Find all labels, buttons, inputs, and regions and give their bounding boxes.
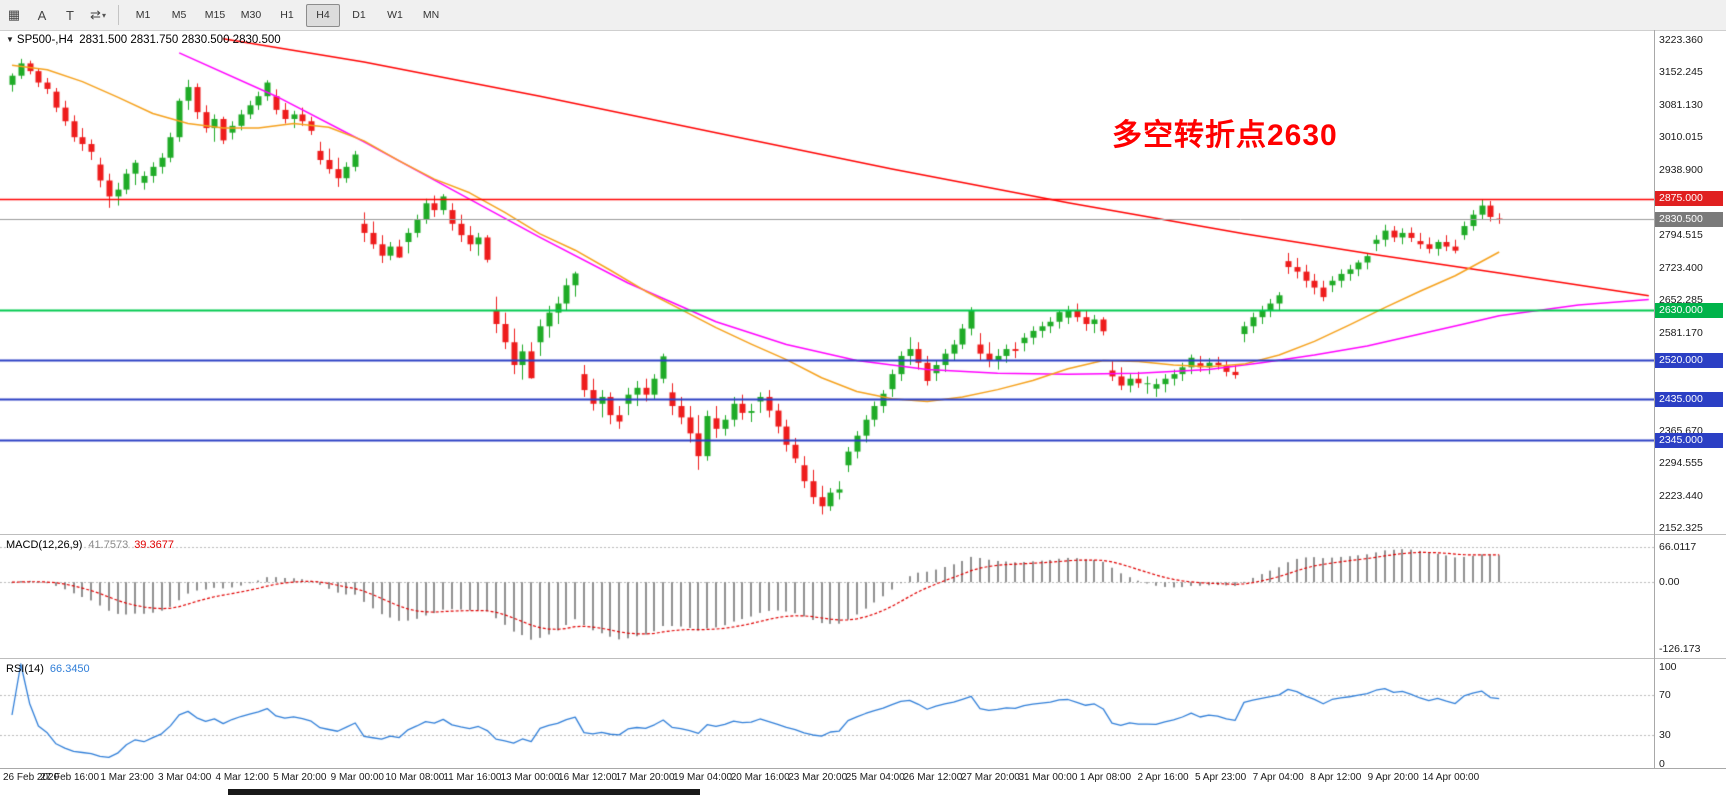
price-line-badge: 2345.000	[1655, 432, 1723, 448]
price-axis-line	[1654, 30, 1655, 768]
price-axis-label: 2223.440	[1659, 489, 1703, 502]
time-axis-label: 20 Mar 16:00	[730, 772, 790, 783]
time-axis-label: 26 Mar 12:00	[903, 772, 963, 783]
time-axis-label: 25 Mar 04:00	[845, 772, 905, 783]
text-tool-icon[interactable]: T	[66, 7, 74, 23]
panel-splitter-rsi[interactable]	[0, 658, 1726, 659]
time-axis-label: 1 Mar 23:00	[100, 772, 154, 783]
price-axis-label: 2152.325	[1659, 522, 1703, 534]
macd-axis-label: -126.173	[1659, 642, 1701, 655]
time-axis-label: 1 Apr 08:00	[1079, 772, 1132, 783]
time-axis-label: 27 Feb 16:00	[40, 772, 100, 783]
price-line-badge: 2435.000	[1655, 391, 1723, 407]
time-axis-label: 7 Apr 04:00	[1252, 772, 1304, 783]
macd-axis-label: 0.00	[1659, 576, 1680, 589]
price-line-badge: 2520.000	[1655, 352, 1723, 368]
time-axis-label: 19 Mar 04:00	[673, 772, 733, 783]
rsi-axis-label: 0	[1659, 758, 1665, 770]
price-line-badge: 2630.000	[1655, 302, 1723, 318]
time-axis-label: 3 Mar 04:00	[157, 772, 212, 783]
panel-splitter-macd[interactable]	[0, 534, 1726, 535]
time-axis-label: 9 Apr 20:00	[1367, 772, 1419, 783]
cursor-tool-icon[interactable]: A	[37, 7, 47, 23]
price-axis-label: 2794.515	[1659, 229, 1703, 242]
timeframe-m30-button[interactable]: M30	[240, 9, 262, 21]
taskbar-sliver	[228, 789, 700, 795]
price-axis-label: 2294.555	[1659, 457, 1703, 470]
time-axis-label: 13 Mar 00:00	[500, 772, 560, 783]
symbol-period-label: SP500-,H4	[16, 34, 74, 46]
time-axis-label: 26 Feb 2020	[3, 772, 60, 783]
time-axis-label: 8 Apr 12:00	[1310, 772, 1362, 783]
timeframe-m1-button[interactable]: M1	[135, 9, 151, 21]
macd-main-value: 41.7573	[88, 539, 129, 551]
time-axis-label: 2 Apr 16:00	[1137, 772, 1189, 783]
timeframe-m5-button[interactable]: M5	[171, 9, 187, 21]
timeframe-m15-button[interactable]: M15	[204, 9, 226, 21]
time-axis-label: 27 Mar 20:00	[960, 772, 1020, 783]
ohlc-values: 2831.500 2831.750 2830.500 2830.500	[79, 34, 281, 46]
swap-arrows-icon[interactable]: ⇄ ▾	[90, 7, 106, 22]
macd-signal-value: 39.3677	[134, 539, 174, 551]
time-axis-label: 5 Mar 20:00	[273, 772, 327, 783]
timeframe-mn-button[interactable]: MN	[422, 9, 440, 21]
chart-text-annotation[interactable]: 多空转折点2630	[1112, 119, 1338, 152]
time-axis-label: 5 Apr 23:00	[1195, 772, 1247, 783]
chart-title: ▼ SP500-,H4 2831.500 2831.750 2830.500 283…	[6, 34, 281, 46]
price-axis-label: 3223.360	[1659, 34, 1703, 46]
timeframe-h4-button[interactable]: H4	[306, 3, 340, 27]
time-axis-label: 9 Mar 00:00	[330, 772, 384, 783]
time-axis-label: 16 Mar 12:00	[558, 772, 617, 783]
time-axis-label: 31 Mar 00:00	[1018, 772, 1078, 783]
rsi-axis-label: 100	[1659, 661, 1677, 673]
price-axis-label: 2723.400	[1659, 261, 1703, 274]
rsi-name: RSI(14)	[6, 663, 44, 675]
rsi-indicator-label: RSI(14) 66.3450	[6, 663, 90, 675]
grid-icon[interactable]: ▦	[7, 7, 21, 22]
price-axis-label: 2938.900	[1659, 163, 1703, 176]
timeframe-d1-button[interactable]: D1	[352, 9, 366, 21]
macd-axis-label: 66.0117	[1659, 541, 1697, 554]
time-axis-label: 17 Mar 20:00	[615, 772, 675, 783]
price-axis-label: 3081.130	[1659, 98, 1703, 111]
rsi-axis-label: 30	[1659, 729, 1671, 742]
toolbar: ▦ A T ⇄ ▾ M1 M5 M15 M30 H1 H4 D1 W1 MN	[0, 0, 1726, 31]
price-line-badge: 2875.000	[1655, 191, 1723, 207]
time-axis-label: 4 Mar 12:00	[215, 772, 269, 783]
chart-area[interactable]	[0, 30, 1654, 768]
current-price-badge: 2830.500	[1655, 211, 1723, 227]
timeframe-w1-button[interactable]: W1	[387, 9, 403, 21]
toolbar-separator	[118, 5, 119, 25]
price-axis-label: 3010.015	[1659, 131, 1703, 144]
price-axis-label: 3152.245	[1659, 66, 1703, 79]
rsi-axis-label: 70	[1659, 688, 1671, 701]
rsi-value: 66.3450	[49, 663, 90, 675]
time-axis-label: 11 Mar 16:00	[443, 772, 502, 783]
time-axis-line	[0, 768, 1726, 769]
price-axis-label: 2581.170	[1659, 326, 1703, 339]
time-axis-label: 23 Mar 20:00	[788, 772, 848, 783]
time-axis-label: 10 Mar 08:00	[385, 772, 445, 783]
time-axis-label: 14 Apr 00:00	[1422, 772, 1480, 783]
price-chart-canvas[interactable]	[0, 30, 1654, 768]
macd-name: MACD(12,26,9)	[6, 539, 83, 551]
timeframe-h1-button[interactable]: H1	[280, 9, 294, 21]
chart-menu-arrow-icon[interactable]: ▼	[6, 35, 14, 44]
macd-indicator-label: MACD(12,26,9) 41.7573 39.3677	[6, 539, 174, 551]
